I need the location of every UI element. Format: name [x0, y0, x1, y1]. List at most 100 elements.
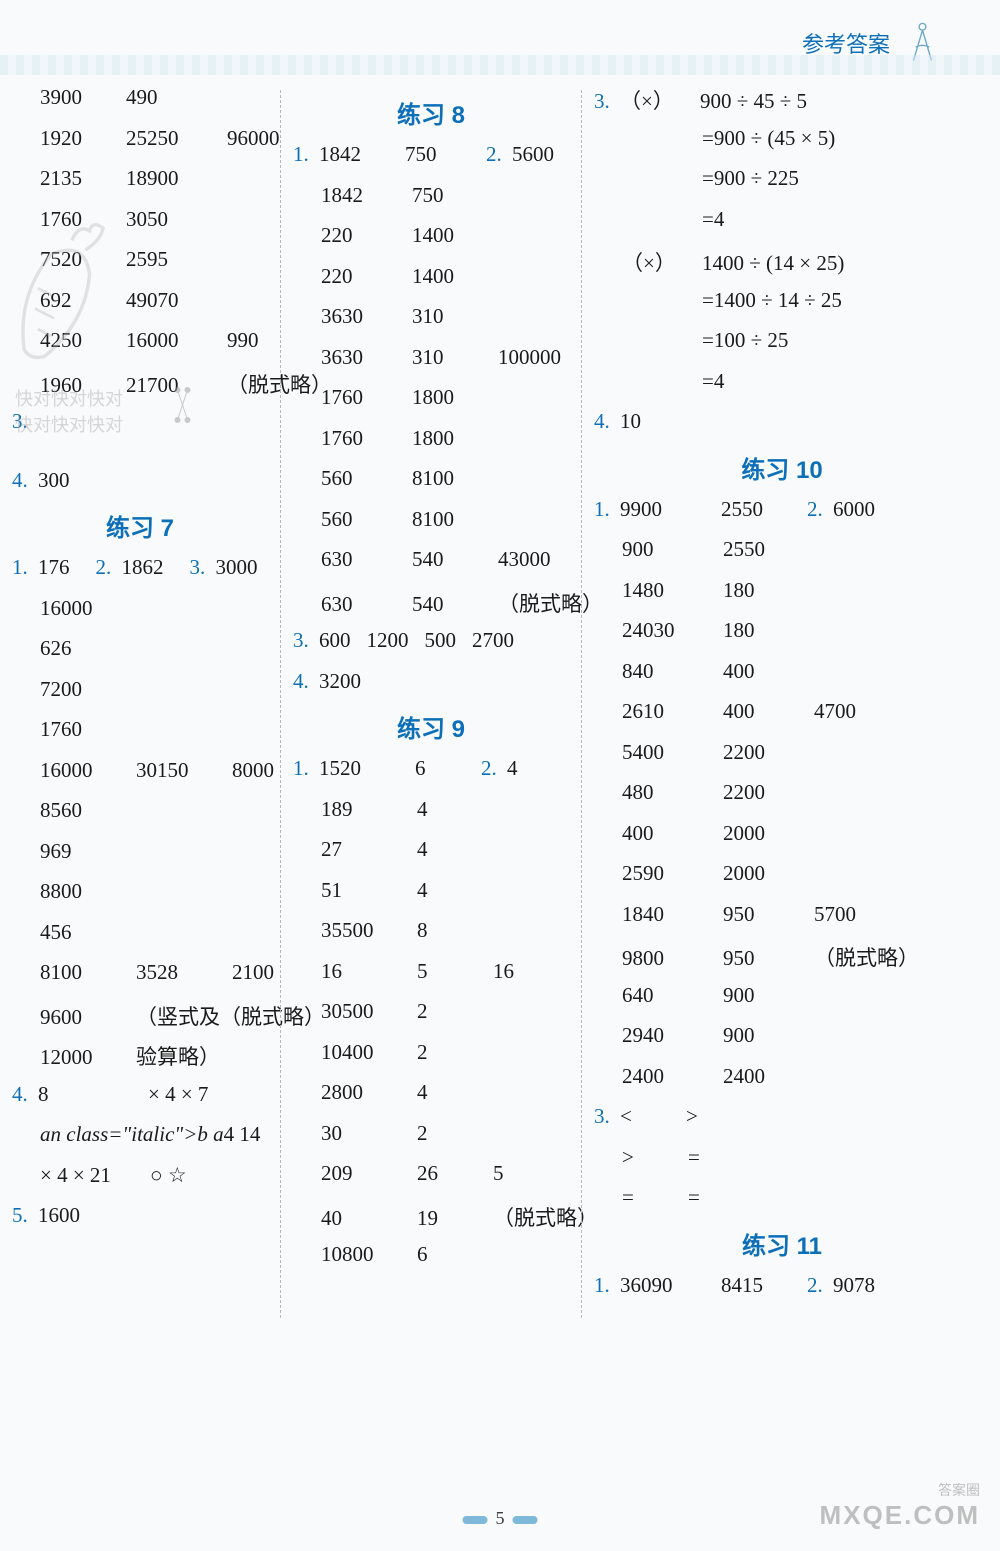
answer-value: 100000	[498, 345, 561, 370]
answer-value: 4250	[40, 328, 100, 353]
answer-value: 490	[126, 85, 201, 110]
answer-value: =	[622, 1185, 662, 1210]
answer-value: =900 ÷ 225	[702, 166, 799, 191]
answer-row: 54002200	[594, 740, 970, 770]
answer-value: 1842	[319, 142, 379, 167]
answer-value: 3000	[216, 555, 258, 580]
answer-row: =900 ÷ 225	[594, 166, 970, 196]
answer-value: 9078	[833, 1273, 875, 1298]
answer-value: 900 ÷ 45 ÷ 5	[700, 89, 807, 114]
answer-value: 750	[412, 183, 472, 208]
answer-value: =900 ÷ (45 × 5)	[702, 126, 835, 151]
answer-value: 176	[38, 555, 70, 580]
answer-value: 6000	[833, 497, 875, 522]
answer-value: 16000	[40, 758, 110, 783]
answer-value: 24030	[622, 618, 697, 643]
answer-row: 274	[293, 837, 569, 867]
q3-row: 3.	[12, 409, 268, 439]
answer-row: 626	[12, 636, 268, 666]
answer-value: 8100	[412, 507, 472, 532]
judgment-mark: （×）	[620, 85, 700, 115]
answer-value: 40	[321, 1206, 391, 1231]
answer-row: 3900490	[12, 85, 268, 115]
answer-row: 810035282100	[12, 960, 268, 990]
answer-value: 220	[321, 223, 386, 248]
answer-value: 2100	[232, 960, 274, 985]
answer-value: 310	[412, 345, 472, 370]
answer-value: 2000	[723, 861, 788, 886]
answer-value: 969	[40, 839, 110, 864]
answer-value: 10	[620, 409, 641, 434]
answer-value: 3630	[321, 345, 386, 370]
answer-value: =	[688, 1185, 728, 1210]
answer-value: （竖式及（脱式略）	[136, 1001, 268, 1031]
answer-value: 8100	[40, 960, 110, 985]
answer-row: 1842750	[293, 183, 569, 213]
answer-value: 400	[622, 821, 697, 846]
answer-row: =100 ÷ 25	[594, 328, 970, 358]
answer-value: =4	[702, 369, 724, 394]
q-label: 2.	[807, 1273, 831, 1298]
answer-row: 69249070	[12, 288, 268, 318]
q3-row: 3. 600 1200 500 2700	[293, 628, 569, 658]
answer-value: 4	[417, 797, 467, 822]
header-title: 参考答案	[802, 27, 890, 59]
page-number: 5	[455, 1508, 546, 1529]
answer-value: 4	[417, 837, 467, 862]
answer-value: 1760	[40, 207, 100, 232]
answer-row: 1480180	[594, 578, 970, 608]
answer-value: 2800	[321, 1080, 391, 1105]
answer-value: 1200	[367, 628, 409, 653]
answer-value: 630	[321, 592, 386, 617]
answer-value: 51	[321, 878, 391, 903]
answer-row: 213518900	[12, 166, 268, 196]
answer-value: 8415	[721, 1273, 781, 1298]
title-ex7: 练习 7	[12, 508, 268, 543]
answer-value: >	[686, 1104, 726, 1129]
answer-value: 2000	[723, 821, 788, 846]
answer-value: 500	[425, 628, 457, 653]
answer-row: 24002400	[594, 1064, 970, 1094]
q4-row: 4. 300	[12, 468, 268, 498]
answer-value: 10800	[321, 1242, 391, 1267]
answer-row: =4	[594, 207, 970, 237]
answer-row: 4019（脱式略）	[293, 1202, 569, 1232]
title-ex9: 练习 9	[293, 709, 569, 744]
answer-value: 2595	[126, 247, 201, 272]
column-2: 练习 8 1.18427502.560018427502201400220140…	[281, 80, 581, 1318]
answer-row: 7200	[12, 677, 268, 707]
answer-value: 750	[405, 142, 460, 167]
column-3: 3.（×）900 ÷ 45 ÷ 5=900 ÷ (45 × 5)=900 ÷ 2…	[582, 80, 982, 1318]
answer-value: 6	[415, 756, 455, 781]
answer-value: 4	[507, 756, 518, 781]
answer-value: 9800	[622, 946, 697, 971]
answer-value: 5600	[512, 142, 554, 167]
answer-value: 2700	[472, 628, 514, 653]
answer-value: 5	[493, 1161, 504, 1186]
answer-row: 514	[293, 878, 569, 908]
answer-value: 18900	[126, 166, 201, 191]
answer-row: 355008	[293, 918, 569, 948]
answer-row: =1400 ÷ 14 ÷ 25	[594, 288, 970, 318]
q4-row: 4. 3200	[293, 669, 569, 699]
answer-value: 220	[321, 264, 386, 289]
answer-value: 456	[40, 920, 110, 945]
answer-row: an class="italic">b a4 14	[12, 1122, 268, 1152]
answer-value: 1480	[622, 578, 697, 603]
answer-value: 630	[321, 547, 386, 572]
answer-value: 1920	[40, 126, 100, 151]
q-label: 4.	[12, 1082, 36, 1107]
answer-row: 8560	[12, 798, 268, 828]
q-label: 1.	[594, 497, 618, 522]
answer-value: =4	[702, 207, 724, 232]
answer-value: 560	[321, 466, 386, 491]
answer-value: 1840	[622, 902, 697, 927]
q-label: 1.	[293, 142, 317, 167]
answer-value: 16	[493, 959, 514, 984]
answer-row: （×）1400 ÷ (14 × 25)	[594, 247, 970, 277]
answer-row: 209265	[293, 1161, 569, 1191]
answer-value: × 4 × 7	[148, 1082, 208, 1107]
answer-value: 16000	[40, 596, 110, 621]
answer-row: 1.1762.18623.3000	[12, 555, 268, 585]
answer-value: 35500	[321, 918, 391, 943]
